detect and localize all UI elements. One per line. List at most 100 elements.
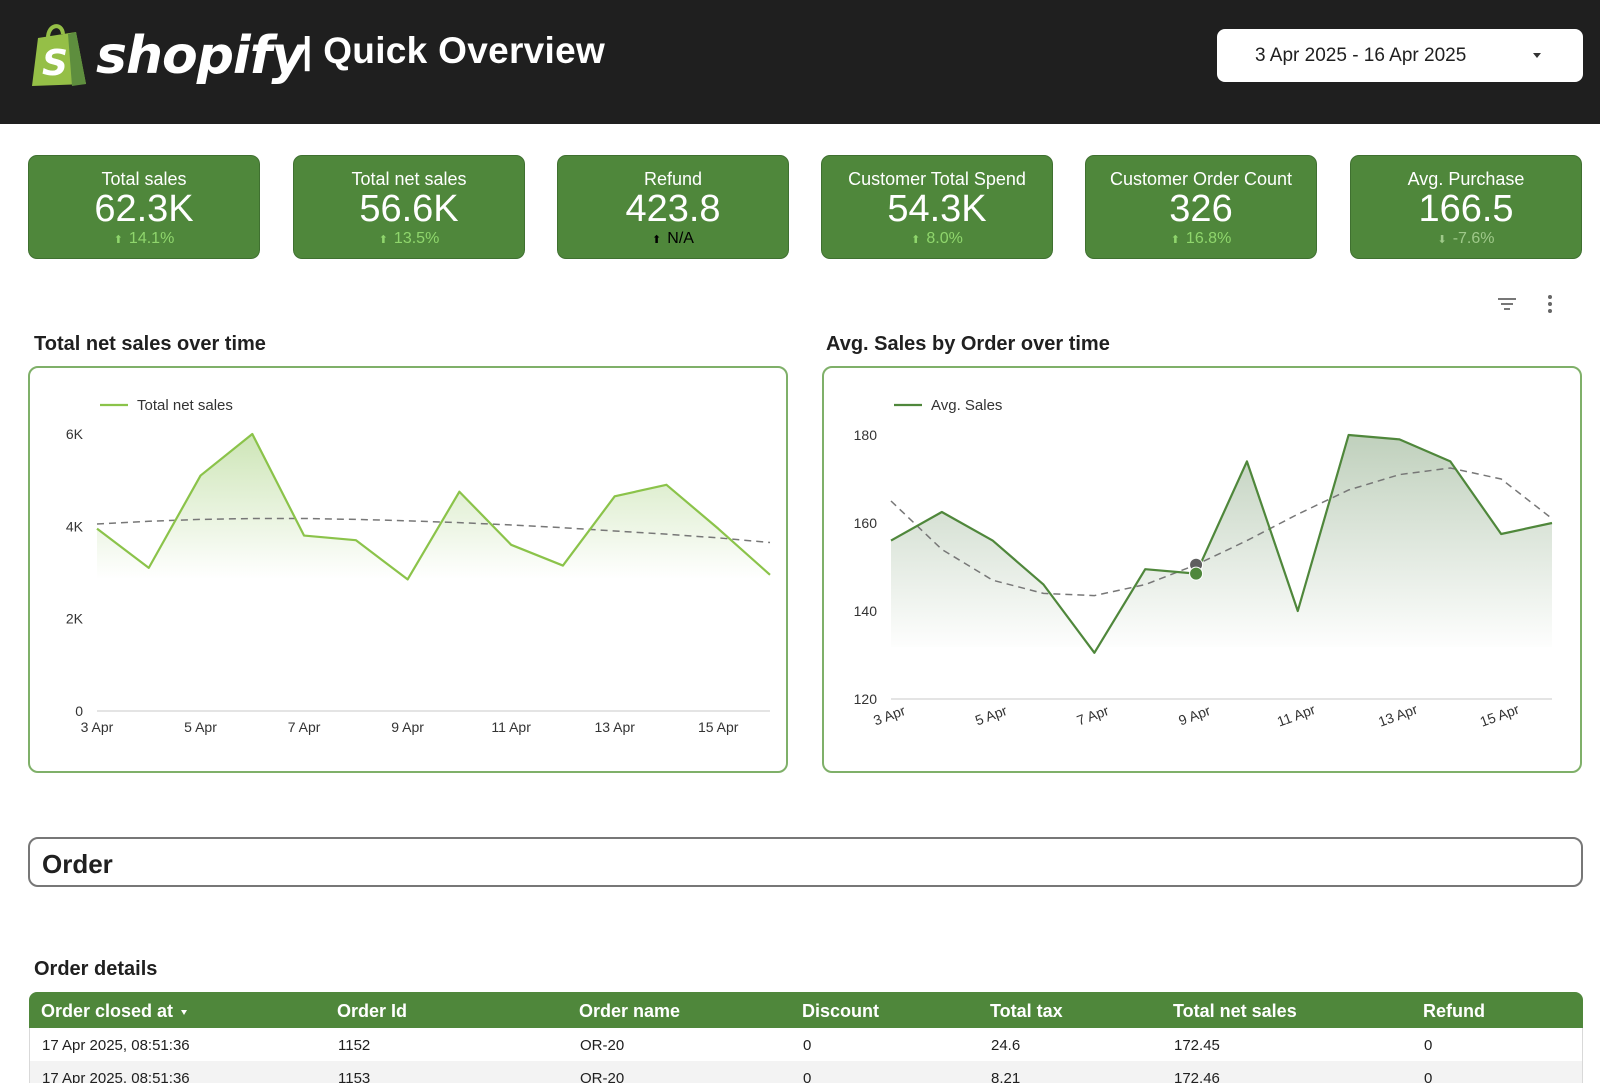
x-tick-label: 5 Apr — [184, 719, 217, 735]
kpi-delta-value: N/A — [667, 230, 694, 247]
table-row: 17 Apr 2025, 08:51:36 1153 OR-20 0 8.21 … — [29, 1061, 1583, 1083]
y-tick-label: 0 — [75, 703, 83, 719]
column-header-total-tax[interactable]: Total tax — [990, 1001, 1063, 1021]
trend-line — [96, 517, 771, 544]
filter-icon[interactable] — [1495, 292, 1519, 316]
kpi-delta-value: 14.1% — [128, 230, 175, 247]
kpi-delta-value: -7.6% — [1452, 230, 1495, 247]
kpi-label: Avg. Purchase — [1407, 169, 1525, 189]
x-tick-label: 15 Apr — [1478, 701, 1522, 730]
section-header-order: Order — [28, 837, 1583, 887]
kpi-delta: ⬇ -7.6% — [1351, 230, 1581, 248]
kpi-value: 423.8 — [625, 188, 721, 230]
kpi-label: Refund — [643, 169, 703, 189]
kpi-card-customer-order-count: Customer Order Count 326 ⬆ 16.8% — [1085, 155, 1317, 259]
y-tick-label: 4K — [66, 518, 84, 534]
cell-order-id: 1152 — [338, 1037, 371, 1054]
chart-net-sales: 0 2K 4K 6K 3 Apr 5 Apr 7 Apr 9 Apr 11 Apr 13 Apr 1… — [28, 366, 788, 773]
x-tick-label: 13 Apr — [1376, 701, 1420, 730]
x-tick-label: 9 Apr — [391, 719, 424, 735]
kpi-delta: ⬆ 14.1% — [29, 230, 259, 248]
series-point-marker — [1189, 566, 1204, 581]
x-tick-label: 11 Apr — [491, 719, 531, 735]
y-tick-label: 6K — [66, 426, 84, 442]
kpi-card-refund: Refund 423.8 ⬆ N/A — [557, 155, 789, 259]
cell-order-closed-at: 17 Apr 2025, 08:51:36 — [42, 1037, 190, 1054]
arrow-up-icon: ⬆ — [378, 234, 388, 246]
kpi-delta-value: 8.0% — [926, 230, 963, 247]
cell-order-closed-at: 17 Apr 2025, 08:51:36 — [42, 1070, 190, 1083]
cell-total-net-sales: 172.45 — [1174, 1037, 1220, 1054]
arrow-down-icon: ⬇ — [1437, 234, 1447, 246]
dropdown-caret-icon — [1533, 53, 1541, 58]
kpi-value: 326 — [1169, 188, 1233, 230]
kpi-card-avg-purchase: Avg. Purchase 166.5 ⬇ -7.6% — [1350, 155, 1582, 259]
chart-title-avg-sales: Avg. Sales by Order over time — [826, 333, 1110, 355]
y-tick-label: 140 — [854, 603, 878, 619]
column-header-total-net-sales[interactable]: Total net sales — [1173, 1001, 1297, 1021]
shopify-logo: S shopify — [28, 20, 305, 90]
kpi-delta: ⬆ 13.5% — [294, 230, 524, 248]
kpi-card-customer-total-spend: Customer Total Spend 54.3K ⬆ 8.0% — [821, 155, 1053, 259]
cell-discount: 0 — [803, 1037, 812, 1054]
arrow-up-icon: ⬆ — [911, 234, 921, 246]
y-tick-label: 180 — [854, 427, 878, 443]
column-header-refund[interactable]: Refund — [1423, 1001, 1485, 1021]
cell-refund: 0 — [1424, 1070, 1433, 1083]
shopping-bag-icon: S — [32, 24, 86, 86]
kpi-value: 166.5 — [1418, 188, 1514, 230]
cell-total-tax: 24.6 — [991, 1037, 1021, 1054]
table-row: 17 Apr 2025, 08:51:36 1152 OR-20 0 24.6 … — [29, 1028, 1583, 1061]
x-tick-label: 13 Apr — [594, 719, 635, 735]
svg-text:S: S — [42, 43, 68, 84]
net-sales-line-chart: 0 2K 4K 6K 3 Apr 5 Apr 7 Apr 9 Apr 11 Apr 13 Apr 1… — [66, 397, 771, 735]
column-header-order-name[interactable]: Order name — [579, 1001, 681, 1021]
table-header: Order closed at Order Id Order name Disc… — [29, 992, 1583, 1028]
column-header-discount[interactable]: Discount — [802, 1001, 880, 1021]
series-area — [97, 434, 770, 580]
column-header-order-closed-at[interactable]: Order closed at — [41, 1001, 188, 1022]
series-area — [891, 435, 1552, 653]
kpi-value: 54.3K — [887, 188, 987, 230]
x-tick-label: 7 Apr — [1075, 702, 1112, 728]
arrow-up-icon: ⬆ — [1170, 234, 1180, 246]
cell-order-name: OR-20 — [580, 1037, 625, 1054]
kpi-delta: ⬆ 16.8% — [1086, 230, 1316, 248]
more-vert-icon[interactable] — [1538, 292, 1562, 316]
chart-avg-sales: 120 140 160 180 3 Apr 5 Apr 7 Apr 9 Apr 11 Apr 13… — [822, 366, 1582, 773]
kpi-label: Customer Total Spend — [848, 169, 1026, 189]
date-range-value: 3 Apr 2025 - 16 Apr 2025 — [1255, 45, 1467, 66]
cell-order-id: 1153 — [338, 1070, 371, 1083]
kpi-label: Total net sales — [351, 169, 467, 189]
cell-total-net-sales: 172.46 — [1174, 1070, 1220, 1083]
legend-label: Total net sales — [137, 397, 233, 414]
kpi-delta-value: 16.8% — [1185, 230, 1232, 247]
column-header-order-id[interactable]: Order Id — [337, 1001, 408, 1021]
kpi-value: 56.6K — [359, 188, 459, 230]
series-line — [96, 432, 771, 581]
date-range-picker[interactable]: 3 Apr 2025 - 16 Apr 2025 — [1217, 29, 1583, 82]
cell-refund: 0 — [1424, 1037, 1433, 1054]
kpi-card-total-sales: Total sales 62.3K ⬆ 14.1% — [28, 155, 260, 259]
chart-title-net-sales: Total net sales over time — [34, 333, 266, 355]
kpi-label: Customer Order Count — [1109, 169, 1293, 189]
kpi-delta: ⬆ 8.0% — [822, 230, 1052, 248]
x-tick-label: 7 Apr — [288, 719, 321, 735]
order-details-table: Order closed at Order Id Order name Disc… — [29, 992, 1583, 1083]
x-tick-label: 15 Apr — [698, 719, 739, 735]
arrow-up-icon: ⬆ — [113, 234, 123, 246]
brand-wordmark: shopify — [96, 26, 305, 86]
x-tick-label: 9 Apr — [1176, 702, 1213, 728]
kpi-card-total-net-sales: Total net sales 56.6K ⬆ 13.5% — [293, 155, 525, 259]
page-title: | Quick Overview — [302, 30, 606, 71]
y-tick-label: 160 — [854, 515, 878, 531]
arrow-up-icon: ⬆ — [652, 234, 662, 246]
cell-discount: 0 — [803, 1070, 812, 1083]
cell-total-tax: 8.21 — [991, 1070, 1021, 1083]
cell-order-name: OR-20 — [580, 1070, 625, 1083]
y-tick-label: 120 — [854, 691, 878, 707]
sort-desc-icon — [181, 1009, 188, 1015]
x-tick-label: 11 Apr — [1275, 701, 1318, 730]
legend-label: Avg. Sales — [931, 397, 1002, 414]
